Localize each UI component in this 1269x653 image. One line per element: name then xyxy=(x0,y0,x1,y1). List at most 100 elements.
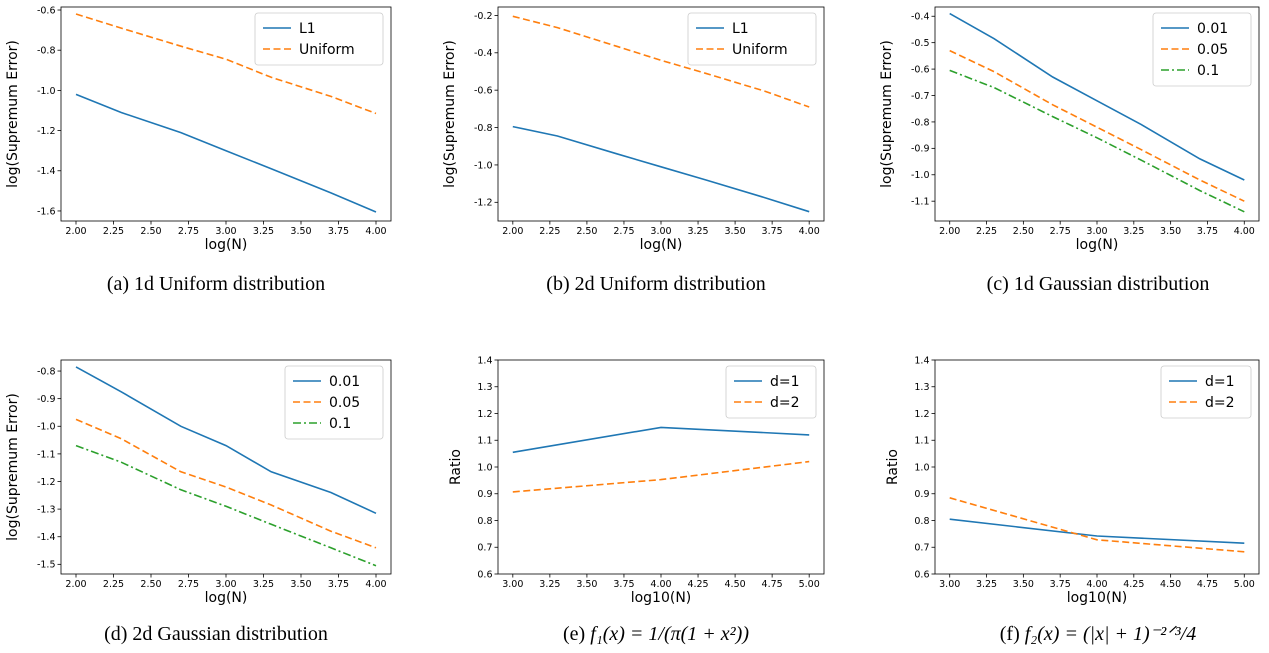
y-tick-label: -1.1 xyxy=(37,449,56,460)
x-tick-label: 3.75 xyxy=(1197,226,1218,237)
series-line-0.01 xyxy=(949,12,1245,181)
caption-formula: f₂(x) = (|x| + 1)⁻²ᐟ³/4 xyxy=(1025,623,1196,645)
y-tick-label: -1.6 xyxy=(37,206,56,217)
legend-label: 0.01 xyxy=(1197,21,1228,37)
x-axis-label: log(N) xyxy=(640,237,683,253)
legend-label: Uniform xyxy=(732,42,788,58)
y-tick-label: 1.1 xyxy=(914,436,929,447)
y-tick-label: -1.0 xyxy=(37,422,56,433)
y-tick-label: -0.9 xyxy=(911,144,930,155)
x-tick-label: 2.00 xyxy=(65,226,86,237)
y-tick-label: 0.8 xyxy=(914,516,929,527)
x-tick-label: 4.50 xyxy=(725,579,746,590)
x-tick-label: 3.25 xyxy=(253,226,274,237)
x-tick-label: 2.50 xyxy=(576,226,597,237)
legend-label: d=1 xyxy=(770,374,800,390)
x-tick-label: 2.25 xyxy=(539,226,560,237)
x-tick-label: 3.00 xyxy=(650,226,671,237)
x-tick-label: 2.00 xyxy=(65,579,86,590)
x-tick-label: 3.50 xyxy=(576,579,597,590)
y-tick-label: -0.6 xyxy=(474,86,493,97)
legend: L1 Uniform xyxy=(687,12,817,66)
x-tick-label: 3.25 xyxy=(687,226,708,237)
legend: d=1d=2 xyxy=(725,365,817,419)
x-tick-label: 3.75 xyxy=(613,579,634,590)
chart-panel-d: 2.00 2.25 2.50 2.75 3.00 3.25 3.50 3.75 4.00 -1.5… xyxy=(5,359,392,645)
x-tick-label: 3.75 xyxy=(762,226,783,237)
x-tick-label: 4.00 xyxy=(650,579,671,590)
y-tick-label: 0.6 xyxy=(914,569,929,580)
subfigure-caption: (c) 1d Gaussian distribution xyxy=(987,273,1210,295)
x-tick-label: 3.75 xyxy=(328,579,349,590)
x-tick-label: 2.25 xyxy=(976,226,997,237)
x-tick-label: 3.50 xyxy=(1160,226,1181,237)
y-tick-label: -0.6 xyxy=(911,64,930,75)
y-axis-label: log(Supremum Error) xyxy=(5,40,21,188)
y-tick-label: 1.4 xyxy=(914,355,929,366)
y-axis-label: Ratio xyxy=(448,449,464,485)
y-axis-label: log(Supremum Error) xyxy=(5,393,21,541)
y-tick-label: 1.2 xyxy=(914,409,929,420)
x-tick-label: 3.00 xyxy=(939,579,960,590)
x-tick-label: 3.75 xyxy=(1050,579,1071,590)
x-axis-label: log(N) xyxy=(205,237,248,253)
subfigure-caption: (f) f₂(x) = (|x| + 1)⁻²ᐟ³/4 xyxy=(1000,623,1196,645)
series-line-0.01 xyxy=(75,366,377,515)
x-tick-label: 3.75 xyxy=(328,226,349,237)
series-line-Uniform xyxy=(512,15,810,108)
y-tick-label: -1.0 xyxy=(474,160,493,171)
y-tick-label: -1.2 xyxy=(474,198,493,209)
y-tick-label: -0.5 xyxy=(911,38,930,49)
x-axis-label: log(N) xyxy=(205,590,248,606)
y-tick-label: -0.8 xyxy=(911,117,930,128)
y-axis-label: log(Supremum Error) xyxy=(442,40,458,188)
y-tick-label: -1.3 xyxy=(37,505,56,516)
y-tick-label: -1.4 xyxy=(37,166,56,177)
x-tick-label: 2.00 xyxy=(939,226,960,237)
subfigure-caption: (e) f₁(x) = 1/(π(1 + x²)) xyxy=(563,623,749,645)
y-tick-label: -0.4 xyxy=(911,12,930,23)
legend-label: 0.1 xyxy=(329,416,351,432)
x-axis-label: log(N) xyxy=(1076,237,1119,253)
legend-label: d=1 xyxy=(1205,374,1235,390)
y-tick-label: -0.6 xyxy=(37,5,56,16)
x-tick-label: 2.75 xyxy=(613,226,634,237)
x-tick-label: 2.75 xyxy=(1050,226,1071,237)
y-tick-label: 1.2 xyxy=(477,409,492,420)
y-tick-label: 0.9 xyxy=(914,489,929,500)
y-tick-label: 1.4 xyxy=(477,355,492,366)
legend: d=1d=2 xyxy=(1160,365,1252,419)
x-tick-label: 3.00 xyxy=(215,226,236,237)
y-tick-label: 0.9 xyxy=(477,489,492,500)
y-tick-label: 0.7 xyxy=(914,543,929,554)
subfigure-caption: (d) 2d Gaussian distribution xyxy=(104,623,328,645)
legend-box xyxy=(725,365,817,419)
legend-label: 0.05 xyxy=(329,395,360,411)
legend-label: d=2 xyxy=(1205,395,1235,411)
chart-panel-c: 2.00 2.25 2.50 2.75 3.00 3.25 3.50 3.75 4.00 -1.1… xyxy=(879,6,1260,295)
y-tick-label: 0.7 xyxy=(477,543,492,554)
legend-box xyxy=(254,12,384,66)
y-tick-label: -0.8 xyxy=(37,46,56,57)
legend-label: 0.01 xyxy=(329,374,360,390)
x-tick-label: 3.50 xyxy=(725,226,746,237)
x-tick-label: 2.50 xyxy=(140,579,161,590)
y-tick-label: -1.5 xyxy=(37,560,56,571)
x-tick-label: 3.25 xyxy=(253,579,274,590)
x-tick-label: 4.00 xyxy=(365,579,386,590)
x-tick-label: 2.75 xyxy=(178,226,199,237)
x-tick-label: 3.00 xyxy=(502,579,523,590)
subfigure-caption: (b) 2d Uniform distribution xyxy=(546,273,765,295)
x-tick-label: 2.25 xyxy=(103,226,124,237)
chart-panel-b: 2.00 2.25 2.50 2.75 3.00 3.25 3.50 3.75 4.00 -1.2… xyxy=(442,6,825,295)
series-line-0.1 xyxy=(949,69,1245,213)
series-line-0.05 xyxy=(75,418,377,549)
x-tick-label: 3.00 xyxy=(215,579,236,590)
x-tick-label: 3.50 xyxy=(290,226,311,237)
legend-label: L1 xyxy=(299,21,316,37)
series-line-d=1 xyxy=(512,426,810,454)
subfigure-caption: (a) 1d Uniform distribution xyxy=(107,273,325,295)
y-tick-label: -0.8 xyxy=(37,366,56,377)
y-tick-label: 1.1 xyxy=(477,436,492,447)
caption-formula: f₁(x) = 1/(π(1 + x²)) xyxy=(590,623,749,645)
